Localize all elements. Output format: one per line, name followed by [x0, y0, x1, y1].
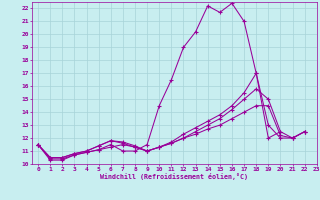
X-axis label: Windchill (Refroidissement éolien,°C): Windchill (Refroidissement éolien,°C) [100, 173, 248, 180]
